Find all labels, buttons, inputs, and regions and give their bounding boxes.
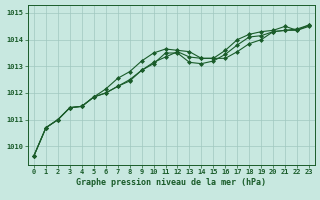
X-axis label: Graphe pression niveau de la mer (hPa): Graphe pression niveau de la mer (hPa)	[76, 178, 267, 187]
